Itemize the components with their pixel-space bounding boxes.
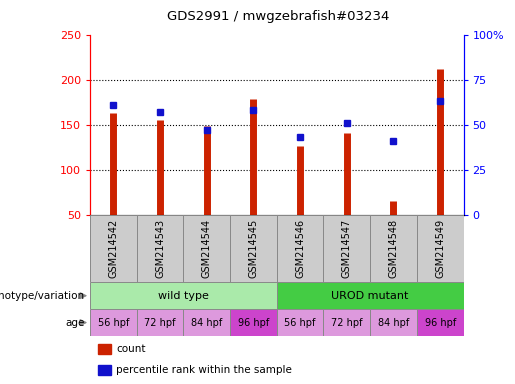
Text: GSM214547: GSM214547 xyxy=(342,218,352,278)
Bar xyxy=(98,344,111,354)
Text: genotype/variation: genotype/variation xyxy=(0,291,85,301)
Bar xyxy=(277,309,323,336)
Bar xyxy=(230,215,277,282)
Text: 96 hpf: 96 hpf xyxy=(238,318,269,328)
Text: GSM214549: GSM214549 xyxy=(435,218,445,278)
Bar xyxy=(90,282,277,309)
Text: GSM214548: GSM214548 xyxy=(388,218,399,278)
Text: 72 hpf: 72 hpf xyxy=(331,318,363,328)
Bar xyxy=(370,309,417,336)
Bar xyxy=(417,309,464,336)
Text: age: age xyxy=(65,318,85,328)
Bar xyxy=(417,215,464,282)
Bar xyxy=(183,215,230,282)
Bar xyxy=(183,309,230,336)
Bar xyxy=(277,215,323,282)
Text: wild type: wild type xyxy=(158,291,209,301)
Text: 56 hpf: 56 hpf xyxy=(284,318,316,328)
Bar xyxy=(90,309,137,336)
Text: 84 hpf: 84 hpf xyxy=(378,318,409,328)
Bar xyxy=(370,215,417,282)
Text: GDS2991 / mwgzebrafish#03234: GDS2991 / mwgzebrafish#03234 xyxy=(167,10,389,23)
Bar xyxy=(90,215,137,282)
Bar xyxy=(137,309,183,336)
Bar xyxy=(277,282,464,309)
Bar xyxy=(323,215,370,282)
Text: GSM214543: GSM214543 xyxy=(155,218,165,278)
Text: GSM214545: GSM214545 xyxy=(248,218,259,278)
Text: GSM214542: GSM214542 xyxy=(109,218,118,278)
Text: 72 hpf: 72 hpf xyxy=(144,318,176,328)
Text: 56 hpf: 56 hpf xyxy=(98,318,129,328)
Text: count: count xyxy=(116,344,146,354)
Text: GSM214544: GSM214544 xyxy=(202,218,212,278)
Bar xyxy=(230,309,277,336)
Text: 96 hpf: 96 hpf xyxy=(424,318,456,328)
Text: 84 hpf: 84 hpf xyxy=(191,318,222,328)
Text: UROD mutant: UROD mutant xyxy=(332,291,409,301)
Bar xyxy=(98,365,111,376)
Text: percentile rank within the sample: percentile rank within the sample xyxy=(116,365,292,375)
Text: GSM214546: GSM214546 xyxy=(295,218,305,278)
Bar xyxy=(137,215,183,282)
Bar xyxy=(323,309,370,336)
